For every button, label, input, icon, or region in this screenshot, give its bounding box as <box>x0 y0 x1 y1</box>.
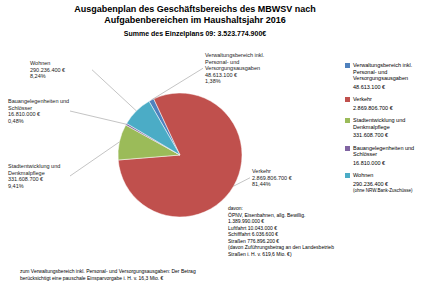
html-text:Wohnen: Wohnen <box>353 172 374 178</box>
html-text:Straßen 776.896.200 €: Straßen 776.896.200 € <box>228 237 280 244</box>
html-text:Summe des Einzelplans 09: 3.52: Summe des Einzelplans 09: 3.523.774.900€ <box>123 30 267 37</box>
html-text:Verwaltungsbereich inkl. Perso: Verwaltungsbereich inkl. Personal- und V… <box>353 62 413 81</box>
html-text:Verkehr: Verkehr <box>353 96 372 102</box>
svg-text:Verwaltungsbereich inkl.Person: Verwaltungsbereich inkl.Personal- undVer… <box>205 52 265 84</box>
html-text:290.236.400 €: 290.236.400 € <box>353 180 389 187</box>
html-text:Luftfahrt 10.043.000 €: Luftfahrt 10.043.000 € <box>228 224 277 231</box>
html-text:ÖPNV, Eisenbahnen, allg. Bewil: ÖPNV, Eisenbahnen, allg. Bewillig. 1.389… <box>228 211 306 224</box>
html-text:davon:: davon: <box>228 205 243 211</box>
html-text:Bauangelegenheiten und Schlöss: Bauangelegenheiten und Schlösser <box>353 144 415 157</box>
html-text:2.869.806.700 €: 2.869.806.700 € <box>353 104 393 111</box>
svg-text:Bauangelegenheiten undSchlösse: Bauangelegenheiten undSchlösser16.810.00… <box>8 98 69 124</box>
html-text:Stadtentwicklung und Denkmalpf: Stadtentwicklung und Denkmalpflege <box>353 117 406 130</box>
html-text:(ohne NRW.Bank-Zuschüsse): (ohne NRW.Bank-Zuschüsse) <box>353 188 413 193</box>
svg-text:Verkehr2.869.806.700 €81,44%: Verkehr2.869.806.700 €81,44% <box>252 168 292 187</box>
html-text:(davon Zuführungsbetrag an den: (davon Zuführungsbetrag an den Landesbet… <box>228 244 334 257</box>
html-text:48.613.100 €: 48.613.100 € <box>353 83 386 90</box>
svg-text:Stadtentwicklung undDenkmalpfl: Stadtentwicklung undDenkmalpflege331.608… <box>8 163 60 189</box>
html-text:331.608.700 €: 331.608.700 € <box>353 132 389 138</box>
html-text:zum Verwaltungsbereich inkl. P: zum Verwaltungsbereich inkl. Personal- u… <box>20 268 196 281</box>
html-text:Ausgabenplan des Geschäftsbere: Ausgabenplan des Geschäftsbereichs des M… <box>74 4 316 25</box>
html-text:16.810.000 €: 16.810.000 € <box>353 159 386 166</box>
svg-text:Wohnen290.236.400 €8,24%: Wohnen290.236.400 €8,24% <box>30 60 65 79</box>
html-text:Schifffahrt 6.036.600 €: Schifffahrt 6.036.600 € <box>228 231 279 237</box>
